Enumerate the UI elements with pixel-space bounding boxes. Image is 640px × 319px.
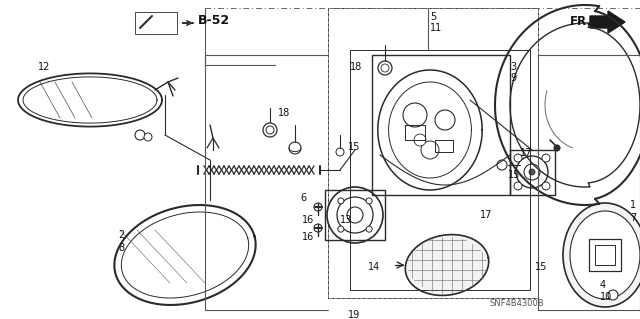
Text: 9: 9 — [510, 73, 516, 83]
Text: 17: 17 — [480, 210, 492, 220]
Circle shape — [266, 126, 274, 134]
Circle shape — [421, 141, 439, 159]
Circle shape — [524, 164, 540, 180]
Text: 3: 3 — [510, 62, 516, 72]
Circle shape — [497, 160, 507, 170]
Circle shape — [381, 64, 389, 72]
Circle shape — [314, 224, 322, 232]
Text: 10: 10 — [600, 292, 612, 302]
Bar — [328, 8, 538, 298]
Circle shape — [289, 142, 301, 154]
Circle shape — [516, 156, 548, 188]
Circle shape — [542, 182, 550, 190]
Circle shape — [338, 198, 344, 204]
Circle shape — [347, 207, 363, 223]
Circle shape — [542, 154, 550, 162]
Circle shape — [378, 61, 392, 75]
Text: 19: 19 — [348, 310, 360, 319]
Text: 18: 18 — [350, 62, 362, 72]
Bar — [595, 245, 615, 265]
Circle shape — [514, 182, 522, 190]
Text: 16: 16 — [302, 232, 314, 242]
Text: 13: 13 — [340, 215, 352, 225]
Text: 17: 17 — [520, 148, 532, 158]
Circle shape — [514, 154, 522, 162]
Text: 1: 1 — [630, 200, 636, 210]
Circle shape — [529, 169, 535, 175]
Circle shape — [314, 203, 322, 211]
Circle shape — [263, 123, 277, 137]
Text: 8: 8 — [118, 243, 124, 253]
Bar — [405, 125, 425, 140]
Text: 4: 4 — [600, 280, 606, 290]
Text: 15: 15 — [348, 142, 360, 152]
Circle shape — [403, 103, 427, 127]
Text: B-52: B-52 — [198, 14, 230, 27]
Bar — [135, 12, 177, 34]
Text: 11: 11 — [430, 23, 442, 33]
Text: 6: 6 — [300, 193, 306, 203]
Bar — [350, 50, 530, 290]
Polygon shape — [590, 11, 625, 33]
Circle shape — [414, 134, 426, 146]
Text: 7: 7 — [630, 213, 636, 223]
Circle shape — [135, 130, 145, 140]
Circle shape — [336, 148, 344, 156]
Text: SNF4B4300B: SNF4B4300B — [490, 299, 545, 308]
Circle shape — [327, 187, 383, 243]
Text: 15: 15 — [535, 262, 547, 272]
Text: 12: 12 — [38, 62, 51, 72]
Circle shape — [337, 197, 373, 233]
Bar — [328, 8, 538, 298]
Circle shape — [366, 226, 372, 232]
Bar — [325, 190, 385, 240]
Text: 2: 2 — [118, 230, 124, 240]
Text: FR.: FR. — [570, 15, 592, 28]
Text: 15: 15 — [508, 170, 520, 180]
Bar — [435, 140, 453, 152]
Ellipse shape — [563, 203, 640, 307]
Polygon shape — [405, 234, 489, 295]
Bar — [510, 150, 555, 195]
Text: 16: 16 — [302, 215, 314, 225]
Circle shape — [554, 145, 560, 151]
Text: 14: 14 — [368, 262, 380, 272]
Ellipse shape — [570, 211, 640, 299]
Circle shape — [144, 133, 152, 141]
Text: 5: 5 — [430, 12, 436, 22]
Circle shape — [338, 226, 344, 232]
Bar — [589, 239, 621, 271]
Circle shape — [608, 290, 618, 300]
Text: 18: 18 — [278, 108, 291, 118]
Circle shape — [366, 198, 372, 204]
Bar — [372, 55, 510, 195]
Circle shape — [435, 110, 455, 130]
